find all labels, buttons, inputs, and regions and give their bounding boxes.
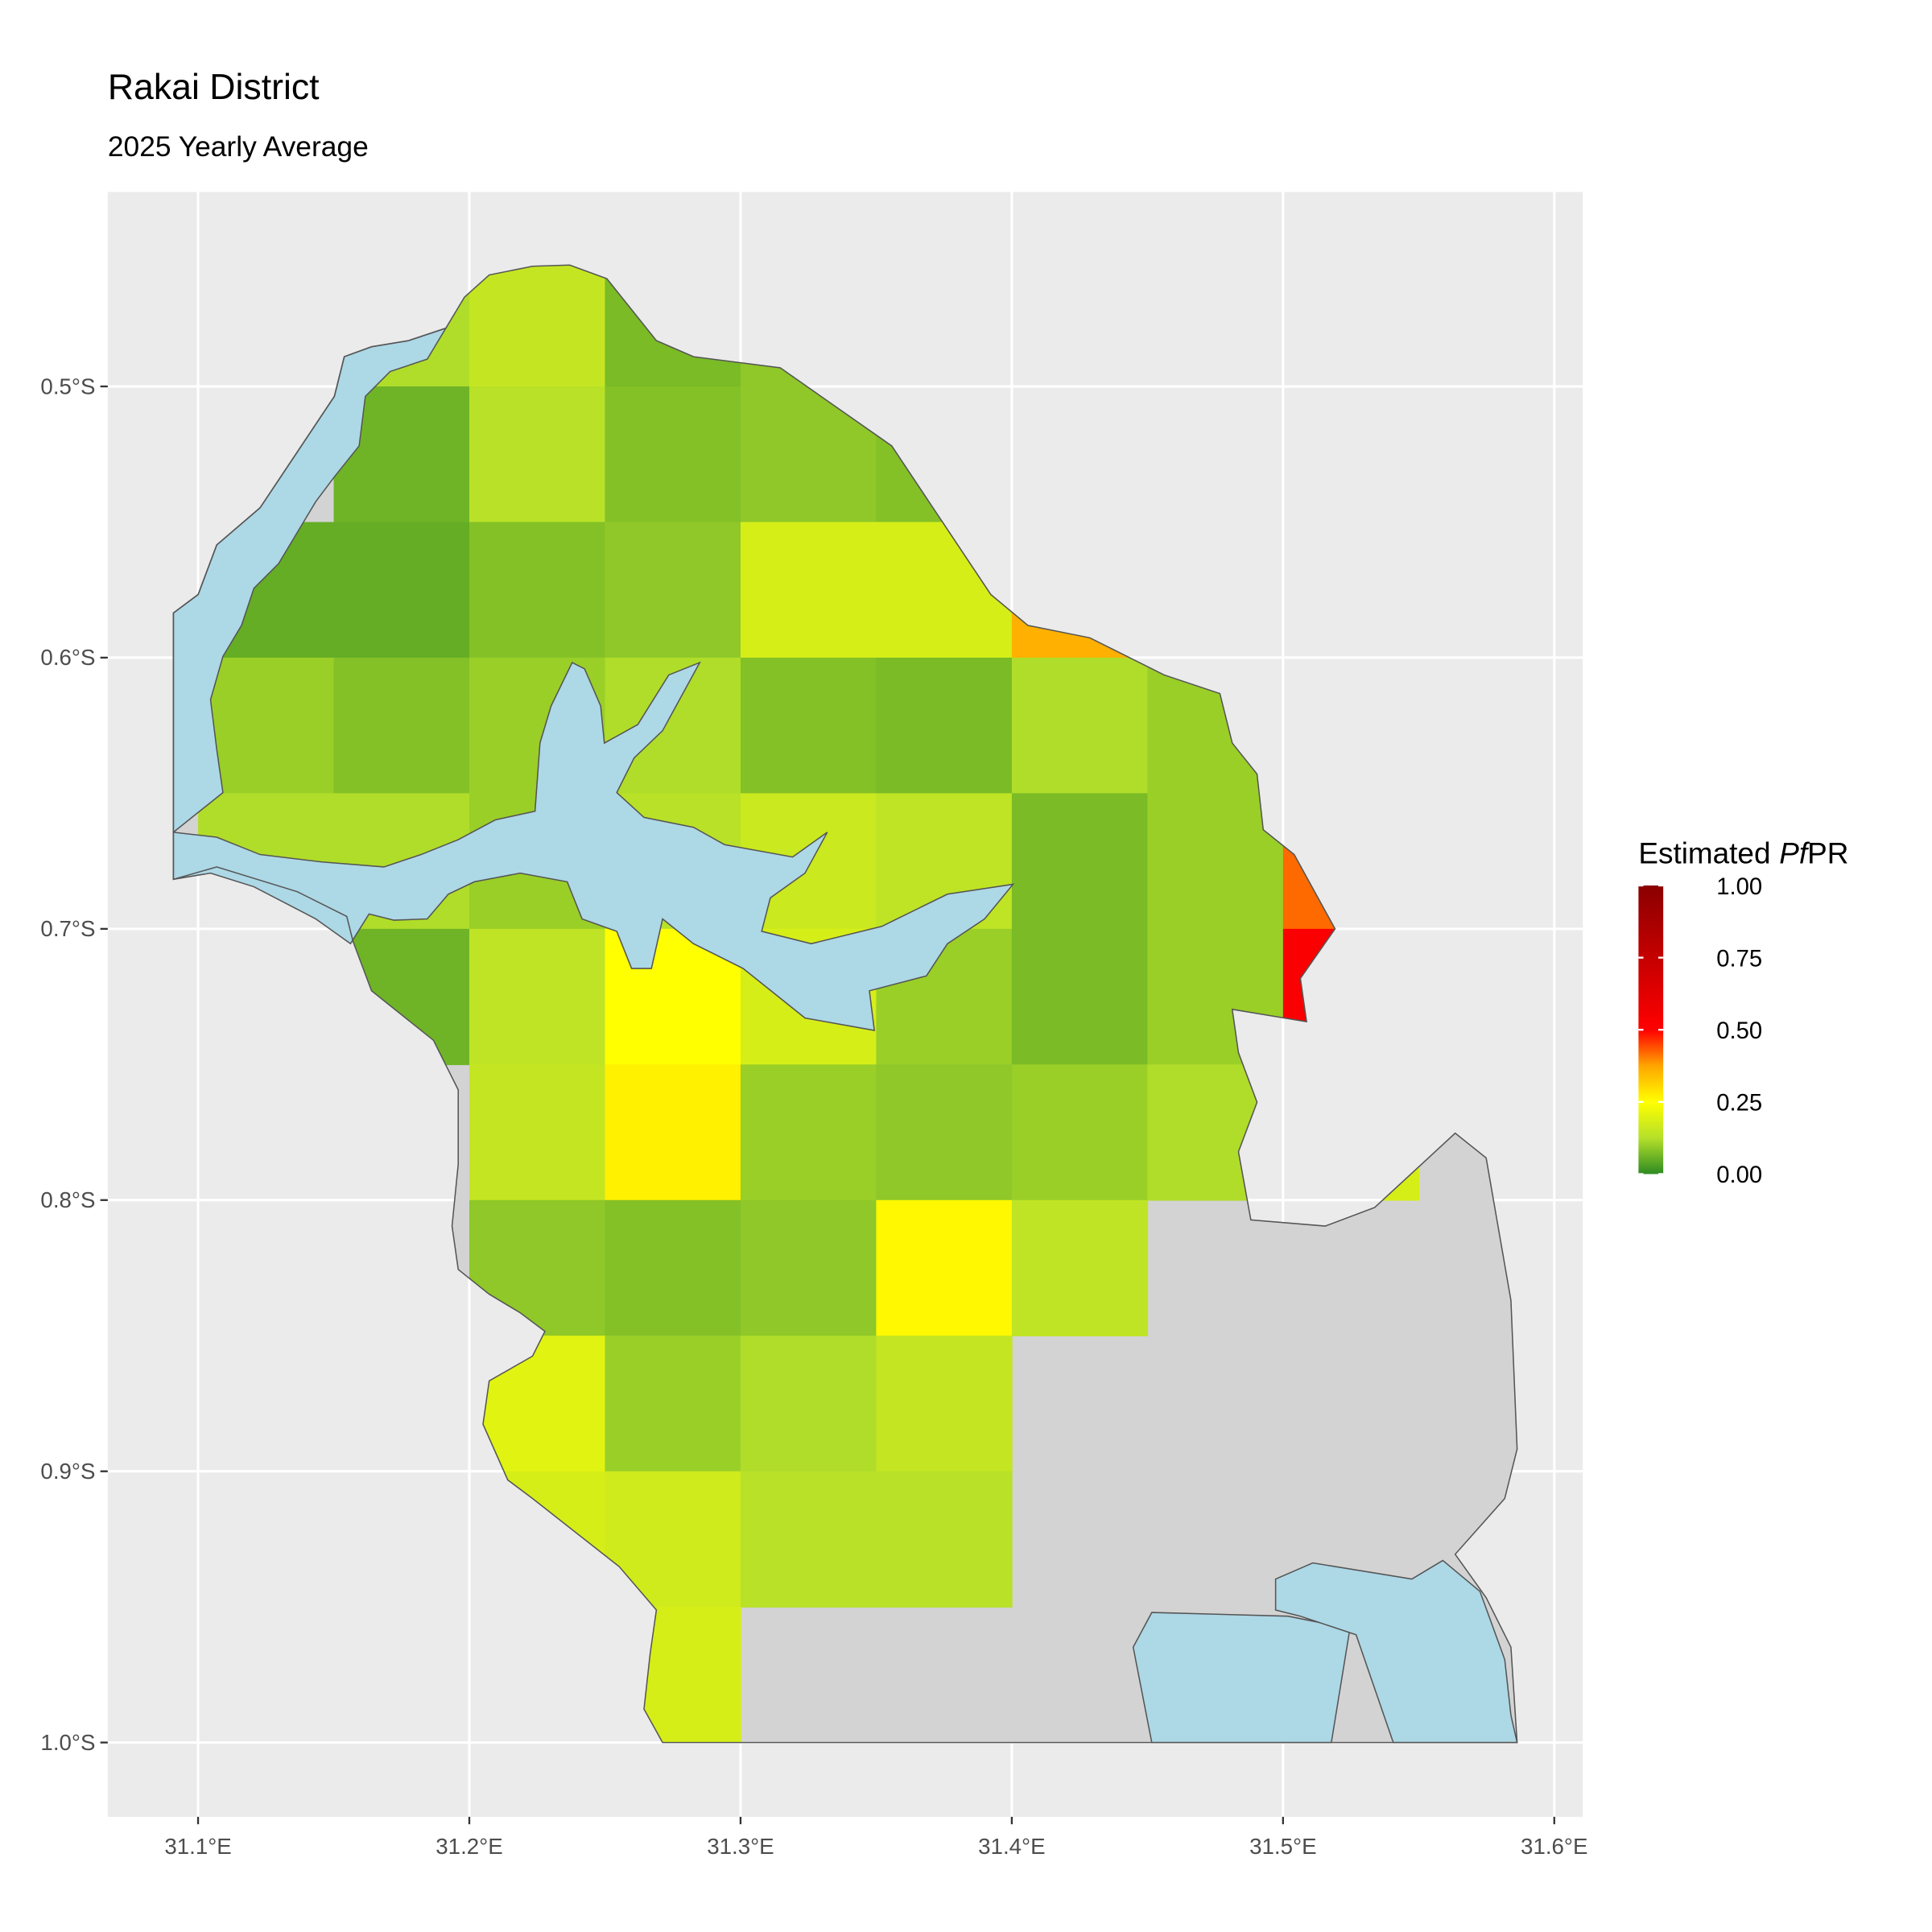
- lakes: [172, 327, 1518, 1744]
- y-tick-label: 0.5°S: [40, 374, 95, 398]
- raster-cell: [605, 1335, 741, 1472]
- central-lake: [172, 661, 1015, 1031]
- raster-cell: [740, 657, 877, 795]
- raster-cell: [469, 928, 606, 1066]
- legend-title-part: Estimated: [1638, 836, 1770, 869]
- raster-cell: [469, 265, 606, 387]
- x-tick-label: 31.3°E: [707, 1834, 774, 1859]
- raster-cell: [469, 386, 606, 523]
- raster-cell: [740, 1471, 877, 1608]
- raster-cell: [605, 522, 741, 658]
- southern-lake-west: [1132, 1612, 1351, 1744]
- y-tick-label: 1.0°S: [40, 1730, 95, 1755]
- raster-cell: [1011, 1064, 1149, 1201]
- legend-tick-label: 0.75: [1716, 946, 1762, 972]
- raster-cell: [740, 1335, 877, 1472]
- raster-cell: [876, 1064, 1013, 1201]
- raster-cell: [1011, 1199, 1149, 1337]
- x-tick-label: 31.2°E: [436, 1834, 502, 1859]
- raster-cell: [740, 1064, 877, 1201]
- y-tick-label: 0.8°S: [40, 1187, 95, 1212]
- raster-cell: [1011, 657, 1149, 795]
- raster-cell: [740, 1199, 877, 1337]
- x-tick-label: 31.1°E: [164, 1834, 231, 1859]
- raster-cell: [605, 1064, 741, 1201]
- raster-cell: [605, 1199, 741, 1337]
- x-tick-label: 31.5°E: [1249, 1834, 1316, 1859]
- raster-cell: [469, 1064, 606, 1201]
- raster-cell: [876, 1335, 1013, 1472]
- raster-cell: [876, 1471, 1013, 1608]
- raster-cell: [605, 386, 741, 523]
- raster-cell: [198, 657, 335, 795]
- map-subtitle: 2025 Yearly Average: [108, 131, 369, 163]
- raster-cell: [876, 1199, 1013, 1337]
- legend-title: Estimated PfPR: [1638, 836, 1848, 869]
- raster-cell: [333, 522, 470, 658]
- raster-cell: [469, 522, 606, 658]
- map-title: Rakai District: [108, 68, 320, 107]
- raster-cell: [1011, 793, 1149, 930]
- raster-cell: [876, 657, 1013, 795]
- y-tick-label: 0.6°S: [40, 645, 95, 670]
- x-tick-label: 31.6°E: [1521, 1834, 1587, 1859]
- legend-tick-label: 0.00: [1716, 1162, 1762, 1188]
- y-tick-label: 0.9°S: [40, 1459, 95, 1484]
- x-tick-label: 31.4°E: [978, 1834, 1045, 1859]
- legend-title-part: Pf: [1779, 836, 1810, 869]
- raster-cell: [1011, 928, 1149, 1066]
- legend: 0.00 0.25 0.50 0.75 1.00: [1638, 874, 1762, 1188]
- legend-tick-label: 1.00: [1716, 874, 1762, 900]
- y-tick-label: 0.7°S: [40, 916, 95, 941]
- raster-cell: [1147, 793, 1284, 930]
- axes: 31.1°E 31.2°E 31.3°E 31.4°E 31.5°E 31.6°E 0.5°…: [40, 374, 1587, 1859]
- legend-tick-label: 0.25: [1716, 1091, 1762, 1117]
- legend-title-part: PR: [1807, 836, 1848, 869]
- legend-tick-label: 0.50: [1716, 1018, 1762, 1044]
- southern-lake-east: [1274, 1559, 1518, 1744]
- raster-cell: [740, 522, 877, 658]
- raster-cell: [333, 657, 470, 795]
